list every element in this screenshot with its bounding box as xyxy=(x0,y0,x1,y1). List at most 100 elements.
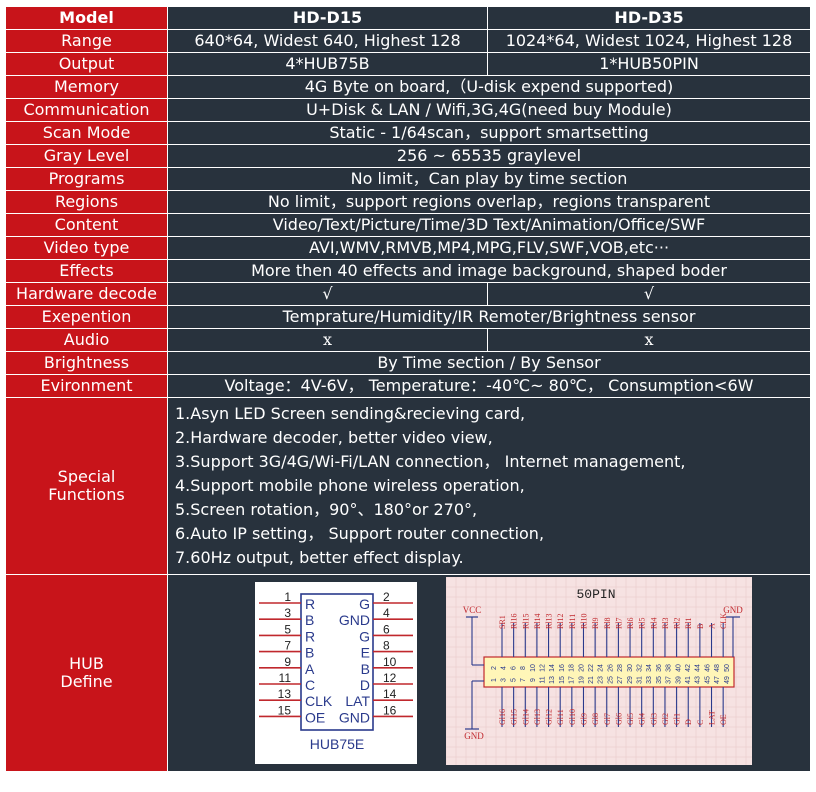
row-scan-mode: Scan Mode Static - 1/64scan，support smar… xyxy=(5,121,811,145)
hub75-left-num: 11 xyxy=(279,671,292,685)
hub50-even-num: 2 xyxy=(491,666,498,670)
communication-label: Communication xyxy=(5,98,168,122)
hub50-odd-num: 37 xyxy=(666,676,673,684)
effects-value: More then 40 effects and image backgroun… xyxy=(167,259,811,283)
output-d35: 1*HUB50PIN xyxy=(487,52,811,76)
gray-level-label: Gray Level xyxy=(5,144,168,168)
hub50-odd-num: 11 xyxy=(540,676,547,683)
hub50-odd-num: 29 xyxy=(627,676,634,684)
hub50-even-num: 18 xyxy=(569,664,576,672)
memory-label: Memory xyxy=(5,75,168,99)
hub50-even-num: 48 xyxy=(714,664,721,672)
hub50-bottom-label: Gl7 xyxy=(603,713,612,725)
row-special-functions: Special Functions 1.Asyn LED Screen send… xyxy=(5,397,811,575)
hub50-even-num: 8 xyxy=(520,666,527,670)
hub50-top-label: Rl9 xyxy=(591,617,600,629)
hub50-bottom-label: Gl14 xyxy=(521,709,530,725)
hub50-odd-num: 39 xyxy=(675,676,682,684)
hub50-bottom-label: Gl1 xyxy=(673,713,682,725)
hub50-top-label: Rl13 xyxy=(545,613,554,629)
hub50-odd-num: 13 xyxy=(549,676,556,684)
regions-label: Regions xyxy=(5,190,168,214)
hub75-left-signal: OE xyxy=(305,709,325,725)
hub50-top-label: Rl3 xyxy=(661,617,670,629)
hub50-even-num: 44 xyxy=(695,664,702,672)
scan-mode-value: Static - 1/64scan，support smartsetting xyxy=(167,121,811,145)
hub75-left-num: 7 xyxy=(284,639,291,653)
hub50-gnd-label-left: GND xyxy=(464,731,484,741)
brightness-label: Brightness xyxy=(5,351,168,375)
hub75-right-signal: B xyxy=(361,661,370,677)
hub50-odd-num: 17 xyxy=(569,676,576,684)
hub50-bottom-label: LAT xyxy=(708,710,717,725)
hub50-even-num: 42 xyxy=(685,664,692,672)
spec-table: Model HD-D15 HD-D35 Range 640*64, Widest… xyxy=(5,6,811,772)
hub50-top-label: A xyxy=(708,623,717,629)
row-gray-level: Gray Level 256 ~ 65535 graylevel xyxy=(5,144,811,168)
row-range: Range 640*64, Widest 640, Highest 128 10… xyxy=(5,29,811,53)
hub75-body xyxy=(300,593,374,731)
hardware-decode-d35: √ xyxy=(487,282,811,306)
hub50-odd-num: 45 xyxy=(704,676,711,684)
hub75-left-num: 3 xyxy=(284,606,291,620)
hub50-even-num: 10 xyxy=(530,664,537,672)
hub-define-label: HUB Define xyxy=(5,574,168,772)
hardware-decode-d15: √ xyxy=(167,282,488,306)
hub75-left-signal: R xyxy=(305,628,315,644)
row-effects: Effects More then 40 effects and image b… xyxy=(5,259,811,283)
video-type-value: AVI,WMV,RMVB,MP4,MPG,FLV,SWF,VOB,etc··· xyxy=(167,236,811,260)
hub50-even-num: 24 xyxy=(598,664,605,672)
video-type-label: Video type xyxy=(5,236,168,260)
hub75-right-signal: G xyxy=(359,628,370,644)
hub50-odd-num: 19 xyxy=(578,676,585,684)
audio-label: Audio xyxy=(5,328,168,352)
hub50-bottom-label: Gl13 xyxy=(533,709,542,725)
hub50-bottom-label: Gl5 xyxy=(626,713,635,725)
hub50-even-num: 36 xyxy=(656,664,663,672)
hub75-right-signal: E xyxy=(361,645,370,661)
hub50-even-num: 32 xyxy=(637,664,644,672)
hub50-bottom-label: Gl15 xyxy=(510,709,519,725)
hub75-right-num: 14 xyxy=(383,687,397,701)
hub75-left-signal: C xyxy=(305,677,315,693)
hub75-right-signal: GND xyxy=(339,612,370,628)
hub75-right-num: 4 xyxy=(383,606,390,620)
output-label: Output xyxy=(5,52,168,76)
range-label: Range xyxy=(5,29,168,53)
hub50-odd-num: 5 xyxy=(510,678,517,682)
row-exepention: Exepention Temprature/Humidity/IR Remote… xyxy=(5,305,811,329)
hub50-vcc-label: VCC xyxy=(463,605,482,615)
effects-label: Effects xyxy=(5,259,168,283)
special-item: 7.60Hz output, better effect display. xyxy=(175,548,464,567)
hub50-top-label: Rl5 xyxy=(638,617,647,629)
model-header: Model xyxy=(5,6,168,30)
hub50-top-label: CLK xyxy=(719,613,728,629)
hub50-bottom-label: Gl11 xyxy=(556,709,565,725)
hub50-odd-num: 31 xyxy=(637,676,644,684)
output-d15: 4*HUB75B xyxy=(167,52,488,76)
hub50-even-num: 26 xyxy=(607,664,614,672)
hardware-decode-label: Hardware decode xyxy=(5,282,168,306)
hub50-bottom-label: Gl6 xyxy=(614,713,623,725)
hub50-bottom-label: Gl3 xyxy=(649,713,658,725)
hub75-left-signal: CLK xyxy=(305,693,333,709)
hub50-odd-num: 7 xyxy=(520,678,527,682)
hub50-odd-num: 3 xyxy=(501,678,508,682)
exepention-value: Temprature/Humidity/IR Remoter/Brightnes… xyxy=(167,305,811,329)
row-hub-define: HUB Define 1 2 R G 3 4 B GND 5 6 R G 7 8 B E 9 10 A B 11 12 C D… xyxy=(5,574,811,772)
hub50-even-num: 16 xyxy=(559,664,566,672)
hub50-bottom-label: Gl2 xyxy=(661,713,670,725)
hub50-odd-num: 43 xyxy=(695,676,702,684)
gray-level-value: 256 ~ 65535 graylevel xyxy=(167,144,811,168)
hub50-bottom-label: Gl12 xyxy=(545,709,554,725)
hub75-right-signal: D xyxy=(360,677,370,693)
hub50-top-label: Rl14 xyxy=(533,613,542,629)
hub50-top-label: Rl8 xyxy=(603,617,612,629)
audio-d15: x xyxy=(167,328,488,352)
row-content: Content Video/Text/Picture/Time/3D Text/… xyxy=(5,213,811,237)
communication-value: U+Disk & LAN / Wifi,3G,4G(need buy Modul… xyxy=(167,98,811,122)
range-d35: 1024*64, Widest 1024, Highest 128 xyxy=(487,29,811,53)
hub75-left-signal: B xyxy=(305,645,314,661)
hub75-left-signal: R xyxy=(305,596,315,612)
